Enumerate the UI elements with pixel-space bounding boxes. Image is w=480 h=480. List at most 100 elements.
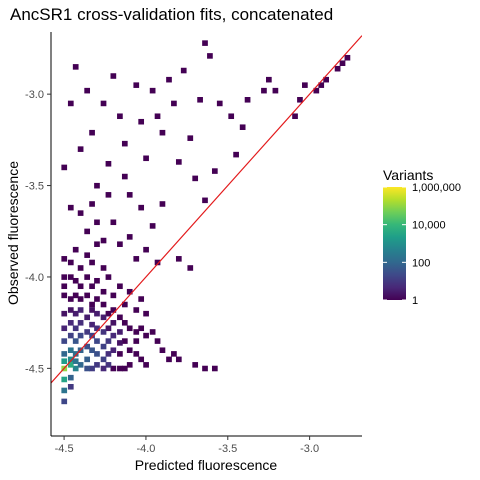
heatmap-bin — [89, 283, 95, 290]
heatmap-bin — [133, 351, 140, 357]
heatmap-bin — [143, 332, 149, 339]
heatmap-bin — [159, 347, 166, 354]
heatmap-bin — [266, 76, 272, 83]
heatmap-bin — [72, 64, 79, 70]
y-tick-label: -3.5 — [25, 181, 44, 193]
heatmap-bin — [154, 338, 161, 344]
axes: -4.5 -4.0 -3.5 -3.0 -4.5 -4.0 -3.5 -3.0 — [25, 32, 362, 455]
heatmap-bin — [105, 338, 112, 344]
heatmap-bin — [175, 356, 182, 363]
heatmap-bin — [117, 351, 123, 357]
heatmap-bin — [100, 356, 107, 363]
heatmap-bin — [67, 356, 74, 363]
heatmap-bin — [110, 347, 117, 354]
heatmap-bin — [216, 100, 223, 107]
heatmap-bin — [67, 259, 74, 266]
heatmap-bin — [105, 192, 112, 198]
heatmap-bin — [77, 265, 84, 271]
heatmap-bin — [110, 219, 117, 226]
heatmap-bin — [207, 53, 213, 59]
heatmap-bin — [89, 301, 95, 308]
y-axis-title: Observed fluorescence — [5, 161, 21, 305]
heatmap-bin — [117, 241, 123, 247]
legend-colorbar — [383, 187, 406, 300]
x-tick-label: -4.5 — [55, 443, 74, 455]
heatmap-bin — [244, 97, 251, 103]
heatmap-bin — [121, 173, 128, 180]
heatmap-bin — [171, 100, 177, 107]
heatmap-bin — [84, 356, 91, 363]
y-tick-label: -4.5 — [25, 363, 44, 375]
y-tick-label: -4.0 — [25, 272, 44, 284]
heatmap-bin — [133, 82, 140, 88]
heatmap-bin — [228, 113, 235, 120]
heatmap-bin — [94, 296, 100, 302]
heatmap-bin — [202, 40, 208, 46]
heatmap-bin — [77, 283, 84, 290]
heatmap-bin — [72, 277, 79, 284]
heatmap-bin — [89, 365, 95, 372]
chart-title: AncSR1 cross-validation fits, concatenat… — [10, 5, 333, 24]
heatmap-bin — [121, 338, 128, 344]
heatmap-bin — [323, 76, 329, 83]
heatmap-bin — [105, 351, 112, 357]
heatmap-bin — [126, 288, 133, 295]
heatmap-bin — [175, 256, 182, 262]
heatmap-bin — [110, 307, 117, 313]
legend: Variants 1,000,000 10,000 100 1 — [383, 167, 461, 307]
heatmap-bin — [67, 320, 74, 326]
heatmap-bin — [126, 362, 133, 368]
heatmap-bin — [77, 332, 84, 339]
heatmap-bin — [149, 87, 156, 94]
heatmap-bin — [126, 234, 133, 240]
heatmap-bin — [192, 175, 199, 182]
heatmap-bin — [143, 246, 149, 253]
heatmap-bin — [94, 362, 100, 368]
heatmap-bin — [61, 376, 68, 383]
x-axis-title: Predicted fluorescence — [135, 457, 278, 473]
heatmap-bin — [67, 374, 74, 381]
heatmap-bin — [84, 87, 91, 94]
heatmap-bin — [192, 362, 199, 368]
heatmap-bin — [180, 67, 187, 74]
heatmap-bin — [67, 332, 74, 339]
heatmap-bin — [187, 135, 194, 141]
heatmap-bin — [166, 76, 172, 83]
heatmap-bin — [302, 82, 308, 88]
heatmap-bin — [272, 87, 279, 94]
heatmap-bin — [61, 325, 68, 332]
x-tick-label: -3.5 — [218, 443, 237, 455]
heatmap-bin — [94, 182, 100, 189]
x-tick-label: -4.0 — [136, 443, 155, 455]
heatmap-bin — [149, 329, 156, 335]
heatmap-bin — [89, 307, 95, 313]
heatmap-bin — [292, 113, 298, 120]
heatmap-bin — [77, 146, 84, 152]
heatmap-bin — [67, 307, 74, 313]
heatmap-bin — [94, 277, 100, 284]
heatmap-bin — [100, 265, 107, 271]
heatmap-bin — [138, 325, 145, 332]
heatmap-bin — [110, 365, 117, 372]
heatmap-bin — [61, 283, 68, 290]
heatmap-bin — [89, 259, 95, 266]
heatmap-bin — [84, 343, 91, 350]
heatmap-bin — [211, 365, 218, 372]
heatmap-bin — [143, 155, 149, 162]
heatmap-bin — [77, 296, 84, 302]
heatmap-bin — [100, 329, 107, 335]
heatmap-bin — [61, 387, 68, 394]
heatmap-bin — [72, 246, 79, 253]
heatmap-bin — [105, 362, 112, 368]
heatmap-bin — [133, 329, 140, 335]
heatmap-bin — [110, 332, 117, 339]
heatmap-bin — [313, 87, 320, 94]
heatmap-bin — [67, 296, 74, 302]
heatmap-bin — [72, 351, 79, 357]
heatmap-bin — [133, 307, 140, 313]
heatmap-bin — [89, 321, 95, 328]
heatmap-bin — [126, 325, 133, 332]
heatmap-bin — [239, 124, 246, 130]
heatmap-bin — [159, 129, 166, 136]
heatmap-bin — [149, 223, 156, 229]
